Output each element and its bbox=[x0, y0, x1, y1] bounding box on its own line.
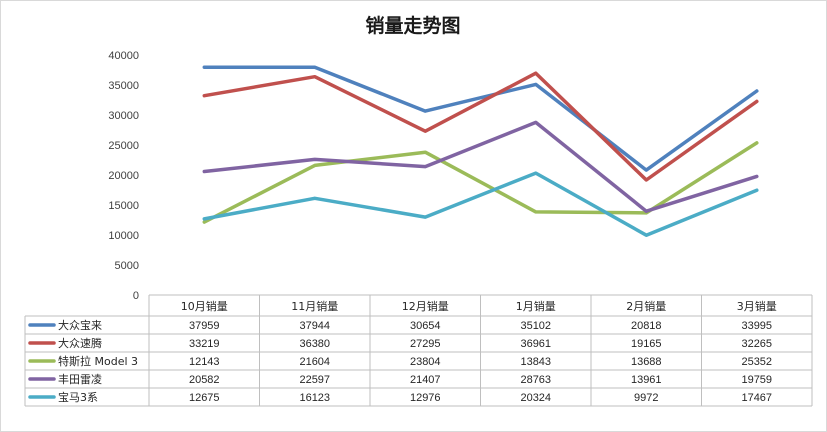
category-label: 3月销量 bbox=[737, 299, 777, 313]
series-name: 大众速腾 bbox=[58, 336, 102, 350]
data-value: 27295 bbox=[410, 338, 441, 350]
data-value: 33219 bbox=[189, 338, 220, 350]
data-value: 21604 bbox=[299, 356, 330, 368]
data-value: 22597 bbox=[299, 374, 330, 386]
series-name: 特斯拉 Model 3 bbox=[58, 354, 138, 368]
data-value: 33995 bbox=[741, 320, 772, 332]
category-label: 1月销量 bbox=[516, 299, 556, 313]
y-tick-label: 25000 bbox=[108, 140, 139, 152]
series-name: 丰田雷凌 bbox=[58, 372, 102, 386]
series-line bbox=[202, 120, 759, 213]
category-label: 2月销量 bbox=[626, 299, 666, 313]
data-value: 35102 bbox=[520, 320, 551, 332]
data-value: 25352 bbox=[741, 356, 772, 368]
series-lines bbox=[202, 65, 759, 237]
y-tick-label: 20000 bbox=[108, 170, 139, 182]
data-value: 36380 bbox=[299, 338, 330, 350]
data-value: 23804 bbox=[410, 356, 441, 368]
data-value: 13843 bbox=[520, 356, 551, 368]
series-line bbox=[202, 141, 759, 224]
data-value: 30654 bbox=[410, 320, 441, 332]
data-value: 19165 bbox=[631, 338, 662, 350]
chart-title: 销量走势图 bbox=[365, 14, 460, 37]
series-line bbox=[202, 65, 759, 172]
series-line bbox=[202, 71, 759, 182]
series-name: 大众宝来 bbox=[58, 318, 102, 332]
data-value: 19759 bbox=[741, 374, 772, 386]
category-label: 12月销量 bbox=[402, 299, 449, 313]
series-line bbox=[202, 171, 759, 237]
data-value: 12143 bbox=[189, 356, 220, 368]
data-value: 37944 bbox=[299, 320, 330, 332]
data-value: 20324 bbox=[520, 392, 551, 404]
y-axis: 0 5000 10000 15000 20000 25000 30000 35000 40000 bbox=[108, 50, 139, 302]
data-value: 12976 bbox=[410, 392, 441, 404]
y-tick-label: 15000 bbox=[108, 200, 139, 212]
data-value: 17467 bbox=[741, 392, 772, 404]
y-tick-label: 0 bbox=[133, 290, 139, 302]
data-value: 36961 bbox=[520, 338, 551, 350]
series-name: 宝马3系 bbox=[58, 390, 98, 404]
data-value: 32265 bbox=[741, 338, 772, 350]
category-label: 10月销量 bbox=[181, 299, 228, 313]
data-value: 13961 bbox=[631, 374, 662, 386]
data-value: 16123 bbox=[299, 392, 330, 404]
y-tick-label: 40000 bbox=[108, 50, 139, 62]
y-tick-label: 10000 bbox=[108, 230, 139, 242]
y-tick-label: 35000 bbox=[108, 80, 139, 92]
data-value: 28763 bbox=[520, 374, 551, 386]
category-label: 11月销量 bbox=[291, 299, 338, 313]
data-value: 12675 bbox=[189, 392, 220, 404]
y-tick-label: 30000 bbox=[108, 110, 139, 122]
data-value: 37959 bbox=[189, 320, 220, 332]
data-value: 21407 bbox=[410, 374, 441, 386]
data-value: 20818 bbox=[631, 320, 662, 332]
data-value: 13688 bbox=[631, 356, 662, 368]
data-value: 20582 bbox=[189, 374, 220, 386]
y-tick-label: 5000 bbox=[115, 260, 139, 272]
data-value: 9972 bbox=[634, 392, 658, 404]
